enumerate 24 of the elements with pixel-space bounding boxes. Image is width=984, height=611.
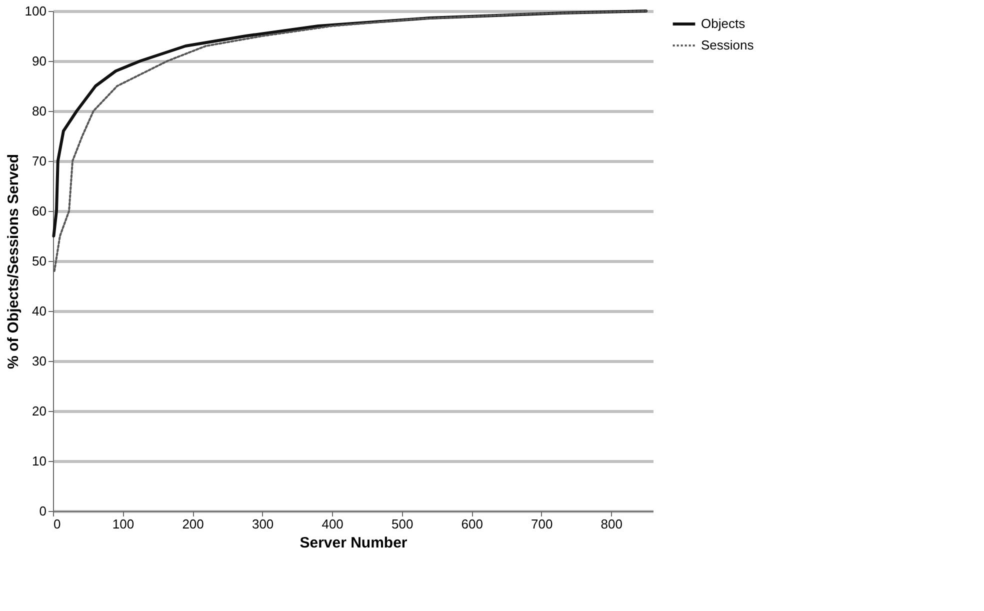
y-tick-label: 20 <box>32 404 46 418</box>
y-tick-label: 100 <box>24 4 46 18</box>
x-tick-label: 400 <box>322 516 344 532</box>
y-tick-label: 50 <box>32 254 46 268</box>
x-tick-label: 700 <box>531 516 553 532</box>
y-tick-label: 10 <box>32 454 46 468</box>
legend-label: Sessions <box>701 38 754 52</box>
x-axis-title: Server Number <box>300 534 408 552</box>
y-tick-label: 60 <box>32 204 46 218</box>
x-tick-label: 0 <box>54 516 61 532</box>
y-tick-label: 30 <box>32 354 46 368</box>
legend-label: Objects <box>701 16 746 31</box>
x-tick-label: 100 <box>112 516 134 532</box>
x-tick-label: 200 <box>182 516 204 532</box>
y-tick-label: 70 <box>32 154 46 168</box>
y-axis-title: % of Objects/Sessions Served <box>4 154 22 370</box>
x-tick-label: 800 <box>600 516 622 532</box>
y-tick-label: 0 <box>39 504 46 518</box>
y-tick-label: 40 <box>32 304 46 318</box>
x-tick-label: 300 <box>252 516 274 532</box>
x-tick-label: 600 <box>461 516 483 532</box>
y-tick-label: 90 <box>32 54 46 68</box>
y-tick-label: 80 <box>32 104 46 118</box>
x-tick-label: 500 <box>391 516 414 532</box>
